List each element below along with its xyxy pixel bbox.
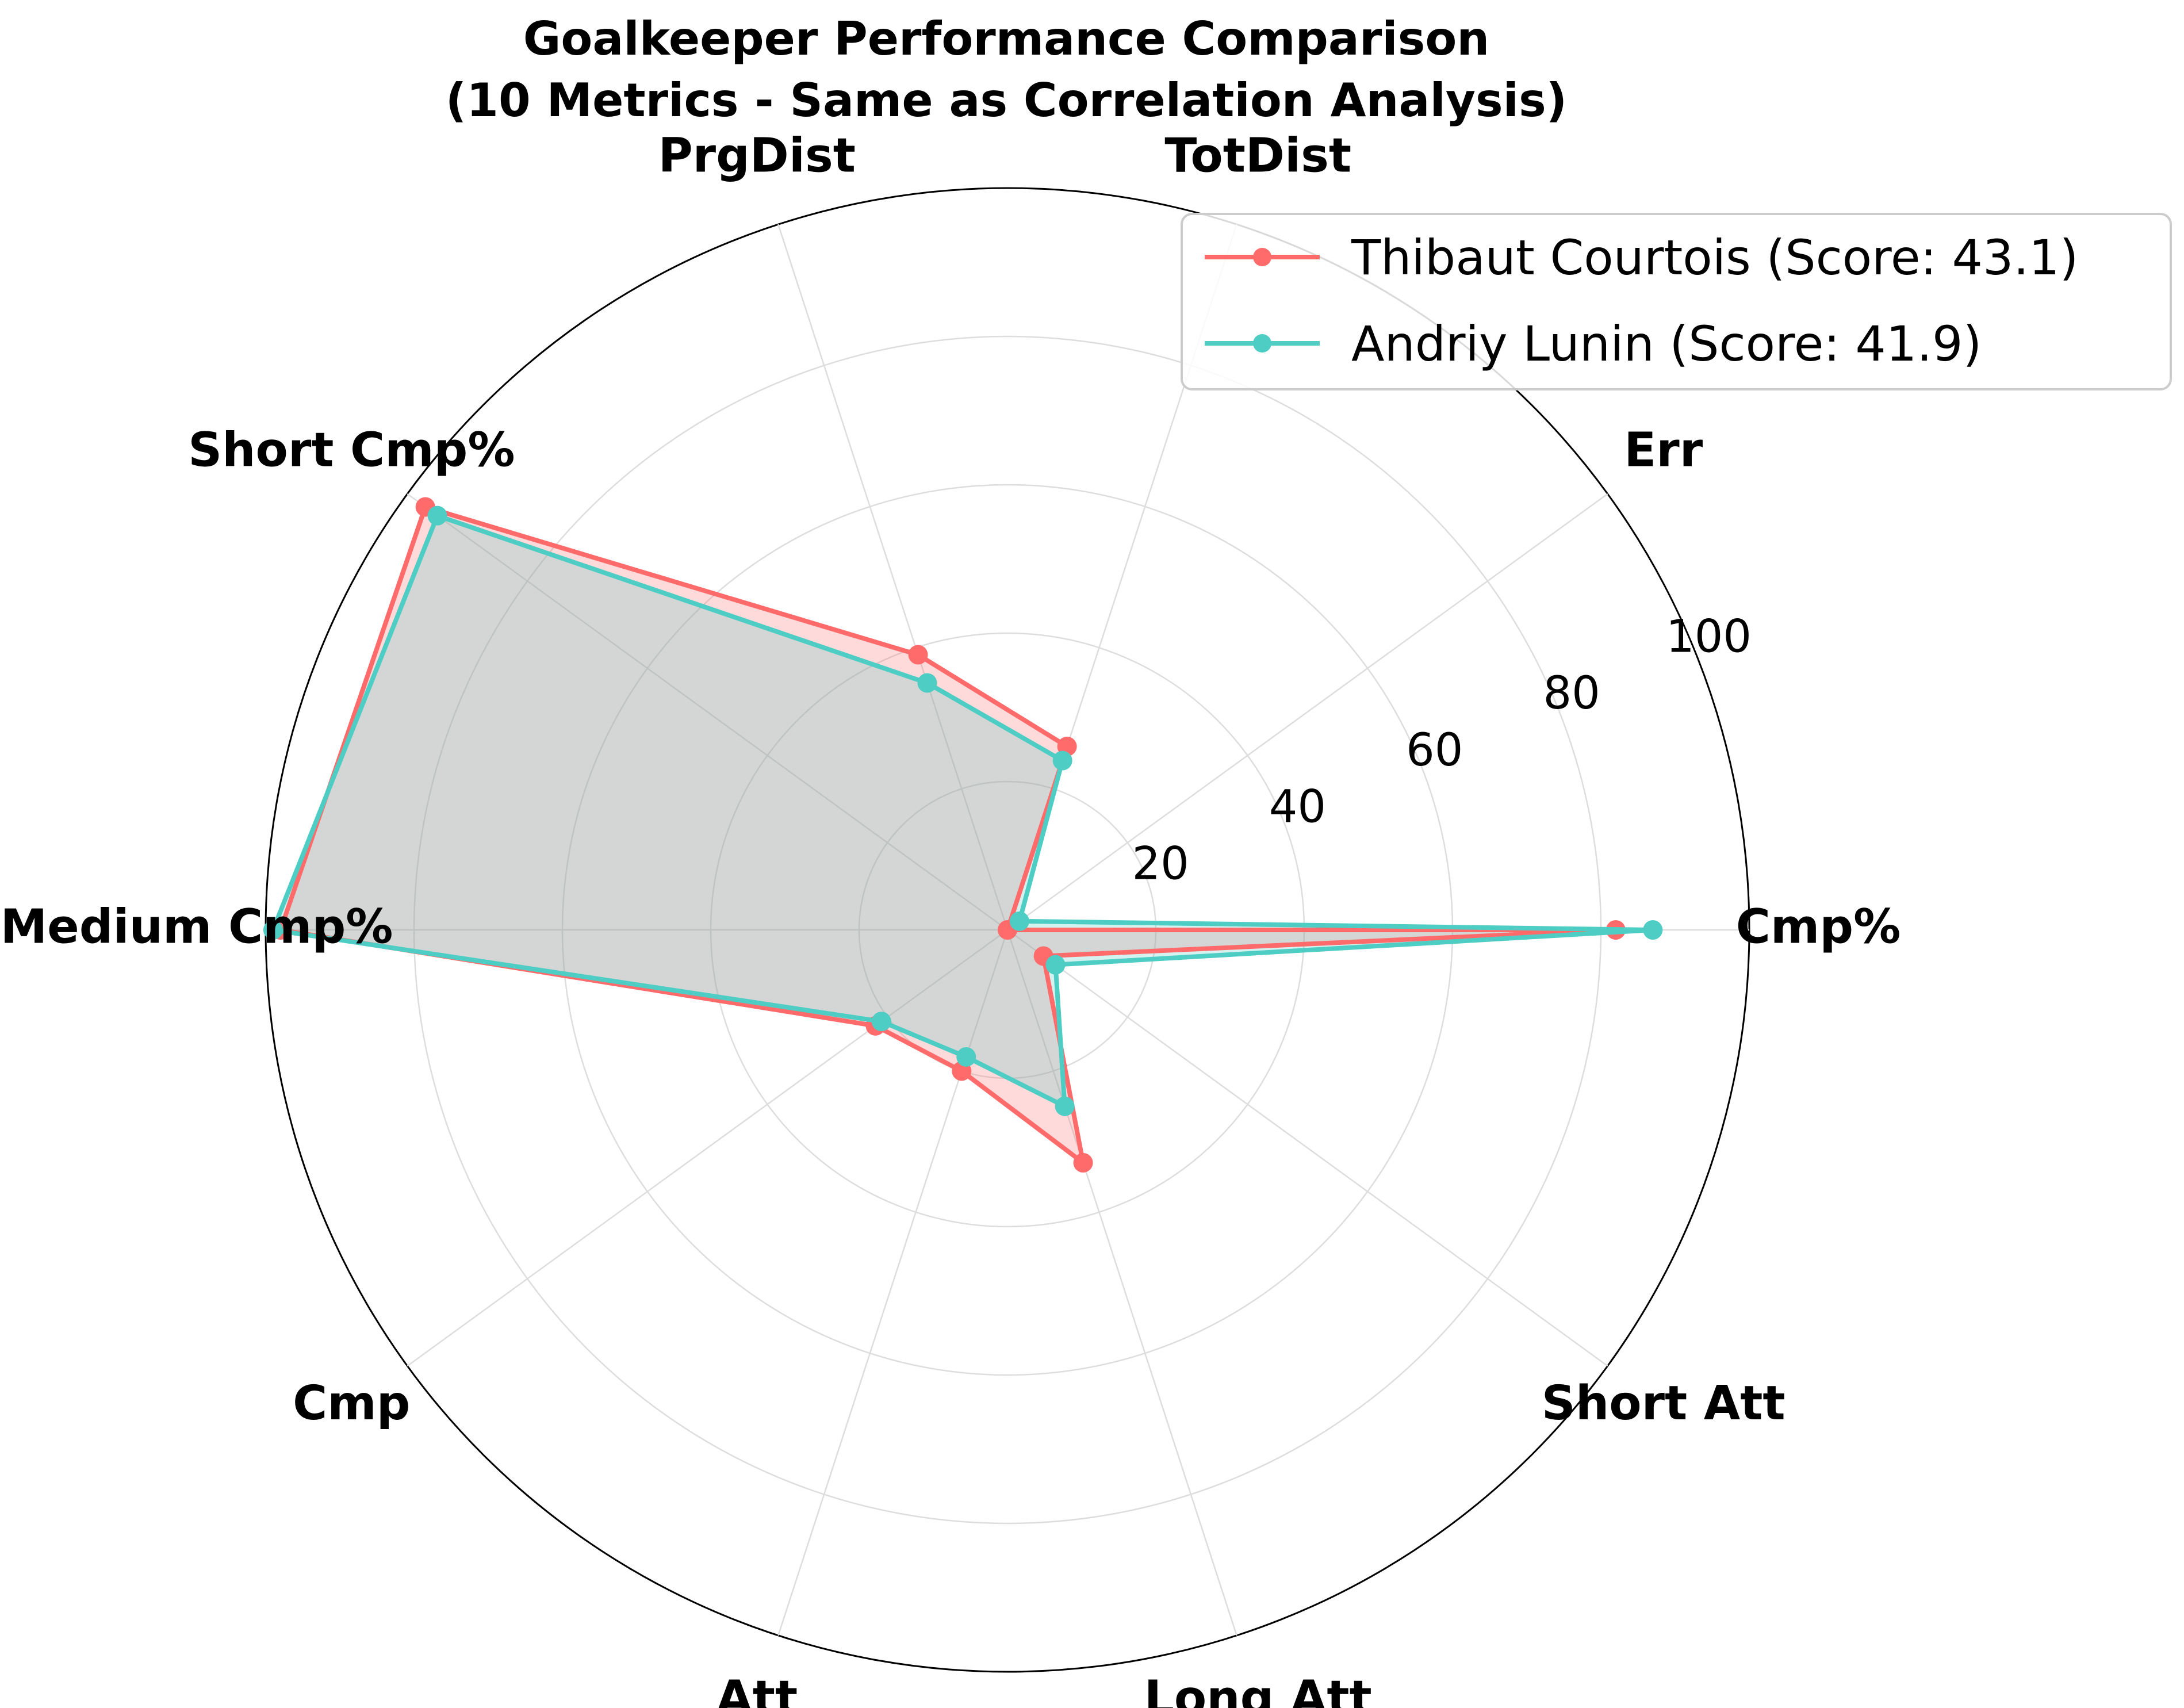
series-fills [273, 507, 1653, 1163]
data-point-s1-9 [1045, 955, 1066, 975]
category-label-2: TotDist [1164, 128, 1351, 183]
category-label-6: Cmp [293, 1376, 410, 1431]
category-label-9: Short Att [1542, 1376, 1785, 1431]
category-labels: Cmp% Err TotDist PrgDist Short Cmp% Medium Cm… [1, 128, 1901, 1708]
radial-tick-20: 20 [1132, 838, 1189, 890]
spoke-7 [777, 929, 1009, 1636]
category-label-1: Err [1624, 423, 1703, 478]
spoke-3 [777, 224, 1009, 930]
category-label-5: Medium Cmp% [1, 899, 393, 954]
data-point-s1-8 [1055, 1096, 1075, 1116]
radial-tick-labels: 20 40 60 80 100 [1132, 611, 1752, 890]
data-point-s1-6 [871, 1012, 891, 1032]
spoke-8 [1006, 929, 1237, 1636]
spoke-9 [1007, 929, 1608, 1367]
data-point-s1-1 [1009, 911, 1029, 931]
chart-title: Goalkeeper Performance Comparison [523, 12, 1490, 66]
radial-tick-60: 60 [1406, 725, 1463, 776]
series-fill-0 [280, 507, 1616, 1163]
data-point-s1-3 [917, 673, 937, 693]
data-point-s0-8 [1073, 1152, 1093, 1173]
series-fill-1 [273, 515, 1653, 1106]
data-point-s0-3 [908, 645, 928, 665]
chart-subtitle: (10 Metrics - Same as Correlation Analys… [446, 74, 1568, 127]
legend-label-courtois: Thibaut Courtois (Score: 43.1) [1351, 229, 2078, 286]
legend-marker-courtois [1253, 248, 1271, 266]
legend-frame [1181, 213, 2172, 390]
data-point-s1-7 [956, 1047, 976, 1067]
data-point-s1-4 [427, 505, 447, 526]
spoke-1 [1007, 493, 1608, 931]
radial-tick-80: 80 [1543, 668, 1600, 719]
category-label-8: Long Att [1144, 1671, 1372, 1708]
category-label-0: Cmp% [1736, 899, 1901, 954]
legend-label-lunin: Andriy Lunin (Score: 41.9) [1351, 316, 1982, 372]
spoke-4 [407, 493, 1008, 931]
spoke-6 [407, 929, 1008, 1367]
radial-tick-40: 40 [1269, 782, 1326, 833]
legend-marker-lunin [1253, 334, 1271, 353]
data-point-s1-0 [1643, 920, 1663, 940]
category-label-4: Short Cmp% [188, 423, 515, 478]
legend: Thibaut Courtois (Score: 43.1) Andriy Lu… [1181, 213, 2172, 390]
radial-tick-100: 100 [1666, 611, 1752, 662]
data-point-s1-5 [263, 920, 283, 940]
data-point-s1-2 [1052, 750, 1072, 771]
series-lines [263, 497, 1663, 1173]
category-label-3: PrgDist [658, 128, 856, 183]
category-label-7: Att [716, 1671, 798, 1708]
